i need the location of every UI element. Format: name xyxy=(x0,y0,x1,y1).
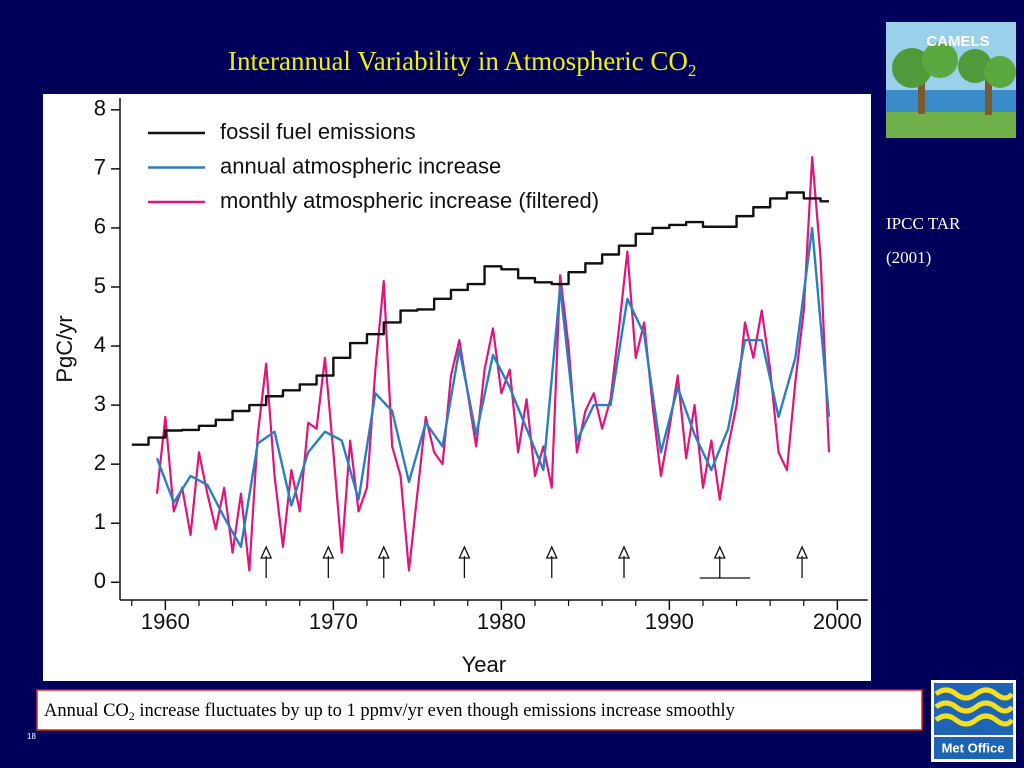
logo-text: CAMELS xyxy=(926,33,989,50)
logo-tree xyxy=(922,42,958,78)
event-arrow xyxy=(260,545,273,578)
event-arrow xyxy=(617,545,631,578)
event-arrow xyxy=(377,545,390,578)
event-arrow xyxy=(545,545,558,578)
x-tick-label: 1990 xyxy=(645,609,694,634)
x-tick-label: 1980 xyxy=(477,609,526,634)
event-arrow xyxy=(713,545,726,578)
series-line xyxy=(131,191,829,446)
title-subscript: 2 xyxy=(688,61,697,80)
series-line xyxy=(155,155,831,572)
legend-label: annual atmospheric increase xyxy=(220,153,501,178)
chart-panel xyxy=(43,94,871,681)
y-tick-label: 7 xyxy=(94,155,106,180)
logo-tree xyxy=(958,49,992,83)
caption: Annual CO2 increase fluctuates by up to … xyxy=(44,701,736,723)
y-tick-label: 0 xyxy=(94,568,106,593)
x-tick-label: 2000 xyxy=(813,609,862,634)
logo-band xyxy=(934,737,1013,759)
slide-title: Interannual Variability in Atmospheric C… xyxy=(228,46,696,80)
caption-text: Annual CO xyxy=(44,701,129,721)
caption-text: increase fluctuates by up to 1 ppmv/yr e… xyxy=(135,701,736,721)
met-office-logo: Met Office xyxy=(931,680,1016,762)
logo-tree xyxy=(892,48,932,88)
logo-trunk xyxy=(918,70,925,114)
event-arrow xyxy=(458,545,471,578)
logo-wave xyxy=(934,687,1014,701)
logo-trunk xyxy=(985,75,992,115)
y-tick-label: 3 xyxy=(94,391,106,416)
source-line: IPCC TAR xyxy=(886,214,961,233)
logo-wave xyxy=(934,700,1014,714)
source-line: (2001) xyxy=(886,248,931,267)
x-tick-label: 1970 xyxy=(309,609,358,634)
y-axis-label: PgC/yr xyxy=(52,315,77,382)
caption-box xyxy=(36,689,923,731)
y-tick-label: 2 xyxy=(94,450,106,475)
caption-subscript: 2 xyxy=(129,709,135,723)
y-tick-label: 6 xyxy=(94,214,106,239)
x-axis-label: Year xyxy=(462,652,506,677)
logo-wave xyxy=(934,713,1014,727)
x-tick-label: 1960 xyxy=(141,609,190,634)
legend-label: fossil fuel emissions xyxy=(220,119,416,144)
chart: 0 1 2 3 4 5 6 7 8 1960 1970 1980 1990 2000 Year PgC/yr f… xyxy=(52,96,868,677)
event-arrow xyxy=(322,545,335,578)
camels-logo: CAMELS xyxy=(886,22,1016,138)
event-arrow xyxy=(796,545,809,578)
title-text: Interannual Variability in Atmospheric C… xyxy=(228,46,688,76)
series-line xyxy=(155,226,831,549)
logo-tree xyxy=(984,56,1016,88)
logo-ground xyxy=(886,112,1016,138)
y-tick-label: 4 xyxy=(94,332,106,357)
page-number: 18 xyxy=(27,732,36,741)
y-tick-label: 8 xyxy=(94,96,106,121)
y-tick-label: 5 xyxy=(94,273,106,298)
legend-label: monthly atmospheric increase (filtered) xyxy=(220,188,599,213)
y-tick-label: 1 xyxy=(94,509,106,534)
logo-text: Met Office xyxy=(942,740,1005,755)
